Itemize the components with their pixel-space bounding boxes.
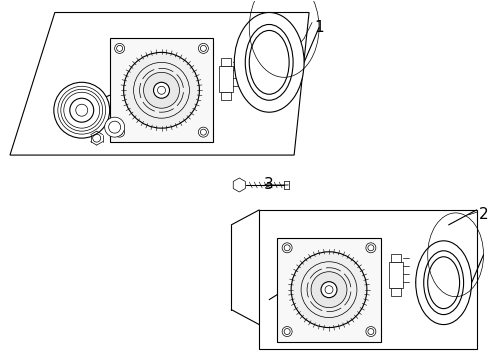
Circle shape — [54, 82, 109, 138]
Circle shape — [310, 272, 346, 307]
Circle shape — [143, 72, 179, 108]
Polygon shape — [221, 58, 231, 66]
Circle shape — [70, 98, 94, 122]
Polygon shape — [109, 39, 213, 142]
Circle shape — [365, 243, 375, 253]
Polygon shape — [10, 13, 308, 155]
Polygon shape — [259, 210, 476, 350]
Circle shape — [114, 127, 124, 137]
Text: 2: 2 — [478, 207, 487, 222]
Circle shape — [282, 327, 291, 337]
Circle shape — [123, 53, 199, 128]
Ellipse shape — [415, 241, 470, 325]
Polygon shape — [390, 254, 400, 262]
Polygon shape — [388, 262, 402, 288]
Ellipse shape — [234, 13, 304, 112]
Circle shape — [114, 44, 124, 53]
Circle shape — [365, 327, 375, 337]
Circle shape — [198, 44, 208, 53]
Polygon shape — [277, 238, 380, 342]
Ellipse shape — [427, 257, 459, 309]
Circle shape — [153, 82, 169, 98]
Polygon shape — [390, 288, 400, 296]
Circle shape — [321, 282, 336, 298]
Ellipse shape — [249, 31, 288, 94]
Circle shape — [282, 243, 291, 253]
Circle shape — [198, 127, 208, 137]
Text: 1: 1 — [313, 21, 323, 36]
Polygon shape — [221, 92, 231, 100]
Polygon shape — [233, 178, 245, 192]
Polygon shape — [219, 66, 233, 92]
Text: 3: 3 — [264, 177, 273, 193]
Circle shape — [290, 252, 366, 328]
Circle shape — [104, 117, 124, 137]
